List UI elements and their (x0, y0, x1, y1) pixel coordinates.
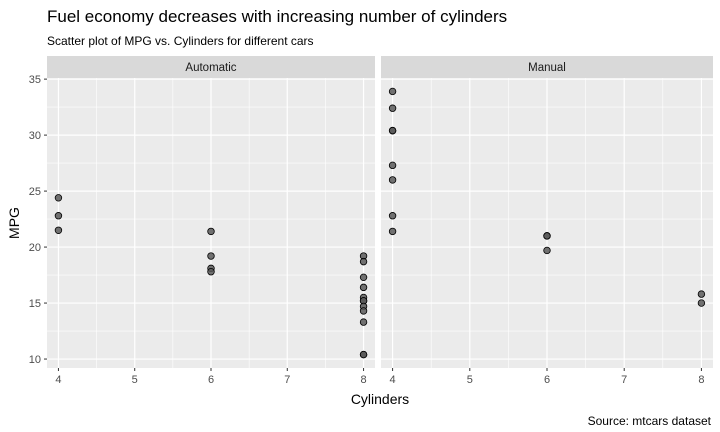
data-point (359, 273, 368, 282)
x-tick-label: 4 (55, 374, 61, 386)
y-axis-title: MPG (6, 207, 22, 239)
x-tick-label: 8 (698, 374, 704, 386)
x-tick-label: 7 (284, 374, 290, 386)
data-point (388, 176, 397, 184)
facet-panel-automatic: Automatic 4 5 6 7 8 (47, 56, 375, 386)
x-tick-label: 5 (132, 374, 138, 386)
data-point (54, 212, 63, 220)
data-point (697, 299, 706, 307)
data-point (359, 350, 368, 359)
data-point (697, 290, 706, 298)
x-axis-title: Cylinders (351, 391, 409, 407)
chart-subtitle: Scatter plot of MPG vs. Cylinders for di… (47, 34, 314, 48)
data-point (543, 246, 551, 255)
data-point (359, 307, 368, 315)
data-point (388, 87, 397, 96)
facet-strip (381, 56, 713, 78)
data-point (388, 161, 397, 170)
y-tick-label: 30 (29, 130, 41, 142)
x-tick-label: 4 (390, 374, 396, 386)
x-tick-label: 7 (621, 374, 627, 386)
data-point (54, 226, 63, 234)
data-point (388, 126, 397, 135)
data-point (207, 227, 215, 236)
facet-panel-manual: Manual 4 5 6 7 8 (381, 56, 713, 386)
data-point (388, 212, 397, 220)
y-tick-label: 10 (29, 354, 41, 366)
chart-caption: Source: mtcars dataset (587, 414, 711, 428)
y-tick-label: 20 (29, 242, 41, 254)
data-point (54, 194, 63, 202)
chart-title: Fuel economy decreases with increasing n… (47, 7, 508, 26)
facet-strip (47, 56, 375, 78)
data-point (359, 318, 368, 326)
data-point (543, 232, 551, 240)
x-tick-label: 6 (544, 374, 550, 386)
data-point (207, 252, 215, 260)
data-point (359, 283, 368, 292)
data-point (388, 227, 397, 236)
data-point (359, 257, 368, 266)
y-tick-label: 15 (29, 298, 41, 310)
data-point (207, 268, 215, 276)
data-point (388, 104, 397, 112)
x-tick-label: 5 (467, 374, 473, 386)
y-tick-label: 25 (29, 186, 41, 198)
x-tick-label: 6 (208, 374, 214, 386)
facet-strip-label: Manual (528, 62, 566, 74)
facet-strip-label: Automatic (185, 62, 236, 74)
y-tick-label: 35 (29, 74, 41, 86)
x-tick-label: 8 (360, 374, 366, 386)
